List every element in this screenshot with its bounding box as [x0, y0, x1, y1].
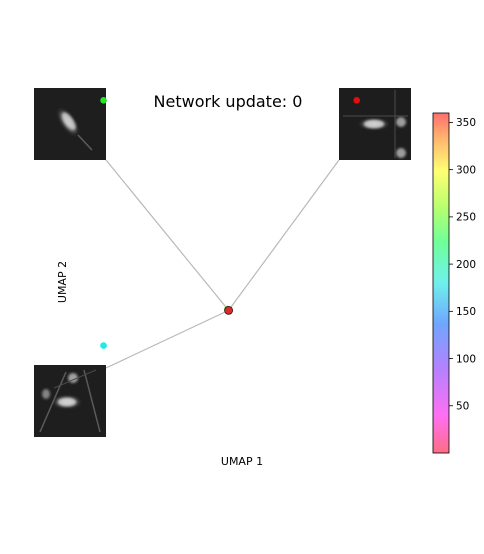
- colorbar-tick-label-100: 100: [456, 353, 476, 365]
- edge-cell-a: [105, 159, 230, 311]
- cell-thumbnail-a: [34, 88, 106, 160]
- colorbar-tick-label-300: 300: [456, 164, 476, 176]
- colorbar-ticks: 50 100 150 200 250 300 350: [449, 117, 476, 413]
- colorbar-tick-label-200: 200: [456, 259, 476, 271]
- node-markers: [100, 97, 361, 349]
- chart-title: Network update: 0: [154, 92, 303, 111]
- edge-cell-c: [105, 309, 229, 369]
- node-marker-cell-b: [353, 97, 361, 104]
- y-axis-label: UMAP 2: [56, 261, 69, 303]
- network-edges: [105, 159, 340, 369]
- x-axis-label: UMAP 1: [221, 455, 263, 468]
- edge-cell-b: [228, 159, 340, 311]
- cell-thumbnail-b: [339, 88, 411, 160]
- node-marker-cell-a: [100, 97, 107, 104]
- colorbar-tick-label-350: 350: [456, 117, 476, 129]
- colorbar-frame: [432, 112, 450, 454]
- cell-thumbnail-c: [34, 365, 106, 437]
- node-marker-cell-c: [100, 342, 107, 349]
- colorbar-tick-label-250: 250: [456, 212, 476, 224]
- colorbar: 50 100 150 200 250 300 350: [432, 112, 476, 454]
- colorbar-gradient: [433, 113, 449, 453]
- colorbar-tick-label-150: 150: [456, 306, 476, 318]
- colorbar-tick-label-50: 50: [456, 401, 469, 413]
- central-node-group: [224, 305, 234, 315]
- central-node: [224, 305, 234, 315]
